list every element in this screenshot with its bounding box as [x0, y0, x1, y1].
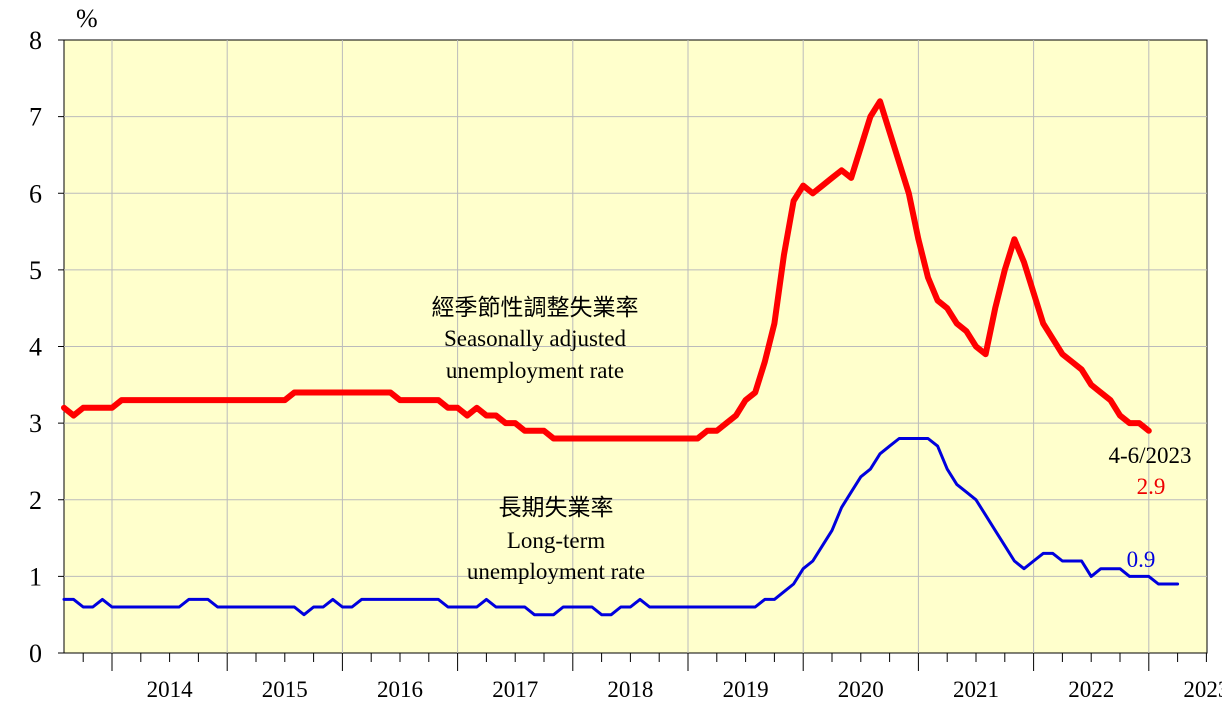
y-tick-label: 0	[29, 639, 42, 668]
series-line-seasonally-adjusted	[61, 98, 1152, 442]
y-tick-label: 6	[29, 179, 42, 208]
sa-end-value-label: 2.9	[1137, 474, 1166, 499]
y-tick-label: 1	[29, 562, 42, 591]
series-line-long-term	[62, 437, 1180, 617]
series-lt-label-en-1: Long-term	[507, 528, 605, 553]
x-tick-label: 2019	[723, 677, 769, 702]
series-sa-label-en-2: unemployment rate	[446, 358, 624, 383]
lt-end-value-label: 0.9	[1127, 547, 1156, 572]
x-tick-label: 2017	[492, 677, 538, 702]
y-tick-label: 2	[29, 486, 42, 515]
y-tick-label: 4	[29, 333, 42, 362]
gridlines	[64, 40, 1207, 653]
series-lt-label-zh: 長期失業率	[499, 495, 614, 520]
y-tick-label: 8	[29, 26, 42, 55]
x-axis: 2014 2015 2016 2017 2018 2019 2020 2021 2022 2023	[82, 653, 1222, 702]
series-lt-label-en-2: unemployment rate	[467, 559, 645, 584]
series-lines	[61, 98, 1180, 617]
x-tick-label: 2022	[1068, 677, 1114, 702]
x-tick-label: 2023	[1183, 677, 1222, 702]
x-tick-label: 2016	[377, 677, 423, 702]
x-tick-label: 2020	[838, 677, 884, 702]
x-tick-label: 2018	[607, 677, 653, 702]
x-tick-label: 2014	[147, 677, 194, 702]
series-sa-label-en-1: Seasonally adjusted	[444, 326, 627, 351]
x-tick-label: 2015	[262, 677, 308, 702]
y-tick-label: 7	[29, 103, 42, 132]
y-tick-label: 5	[29, 256, 42, 285]
y-unit-label: %	[76, 4, 98, 33]
y-axis: 0 1 2 3 4 5 6 7 8	[29, 26, 64, 668]
y-tick-label: 3	[29, 409, 42, 438]
series-sa-label-zh: 經季節性調整失業率	[432, 295, 639, 320]
x-tick-label: 2021	[953, 677, 999, 702]
latest-period-label: 4-6/2023	[1108, 443, 1191, 468]
